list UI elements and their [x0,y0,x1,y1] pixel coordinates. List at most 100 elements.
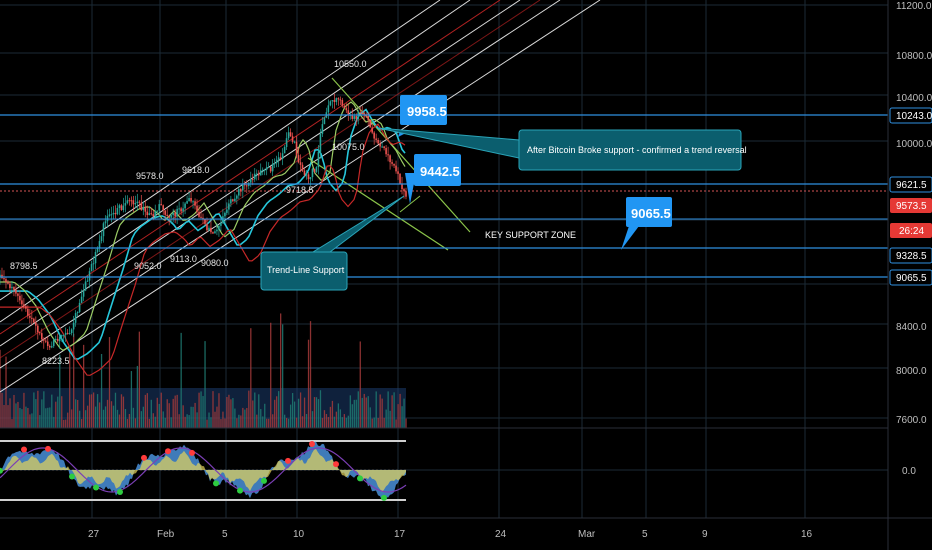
volume-bar [361,397,363,428]
volume-bar [282,324,284,428]
candle-body [347,110,350,116]
candle-body [401,183,403,190]
volume-bar [160,392,162,428]
volume-bar [401,406,403,428]
volume-bar [108,337,111,428]
candle-body [104,221,107,224]
volume-bar [106,399,109,428]
candle-body [31,317,33,319]
candle-body [337,98,340,100]
candle-body [208,227,210,231]
osc-buy-dot [0,467,3,474]
volume-bar [1,392,3,428]
candle-body [70,329,73,334]
candle-body [50,346,53,348]
callout-9442[interactable]: 9442.5 [405,154,461,204]
volume-bar [397,404,399,428]
osc-buy-dot [261,477,267,484]
candle-body [311,168,314,178]
candle-body [381,146,383,148]
candle-body [305,174,308,176]
candle-body [228,203,230,210]
candle-body [385,148,387,155]
volume-bar [264,403,266,428]
volume-bar [367,396,369,428]
candle-body [35,322,37,326]
volume-bar [69,347,71,428]
candle-body [230,199,232,204]
candle-body [343,105,346,109]
volume-bar [357,391,359,428]
volume-bar [297,398,300,428]
volume-bar [186,414,188,428]
candle-body [128,200,131,202]
volume-bar [250,328,252,428]
candle-body [255,173,258,175]
volume-bar [276,396,278,428]
volume-bar [385,409,387,428]
volume-bar [39,415,41,428]
x-tick: Feb [157,529,175,540]
candle-body [341,100,344,106]
osc-buy-dot [117,488,123,495]
candle-body [5,279,7,282]
candle-body [29,315,31,318]
osc-signal [0,447,407,493]
candle-body [118,205,121,209]
price-axis[interactable]: 11200.0 10800.0 10400.0 10000.0 8400.0 8… [896,1,932,477]
y-tick: 7600.0 [896,415,927,426]
osc-buy-dot [93,484,99,491]
candle-body [204,218,206,224]
candle-body [54,338,57,340]
volume-bar [289,404,292,428]
candle-body [60,335,63,337]
osc-sell-dot [285,457,291,464]
candle-body [395,165,397,172]
volume-bar [49,407,51,428]
candle-body [307,174,310,180]
volume-bar [204,341,206,428]
candle-body [120,205,123,211]
volume-bar [325,413,328,428]
candle-body [17,293,19,296]
volume-bar [244,409,246,428]
candle-body [365,115,367,117]
candle-body [130,200,133,202]
volume-bar [77,399,79,428]
price-label: 10550.0 [334,59,367,69]
callout-9065[interactable]: 9065.5 [621,197,672,250]
volume-bar [258,394,260,428]
candle-body [269,166,272,172]
volume-bar [266,418,268,428]
time-axis[interactable]: 27 Feb 5 10 17 24 Mar 5 9 16 [88,529,813,540]
candle-body [351,114,354,119]
volume-bar [73,333,75,428]
candle-body [62,334,65,336]
candle-body [355,116,358,119]
note-trend-reversal[interactable]: After Bitcoin Broke support - confirmed … [377,127,747,171]
volume-bar [365,397,367,428]
volume-bar [116,409,119,428]
oscillator-panel [0,440,407,501]
candles [0,93,407,351]
osc-sell-dot [333,461,339,468]
candle-body [257,173,260,176]
candle-body [279,157,282,159]
candle-body [198,211,200,217]
candle-body [377,139,379,144]
volume-bar [355,399,357,428]
note-trendline-support[interactable]: Trend-Line Support [260,195,405,291]
candle-body [15,289,17,294]
candle-body [261,169,264,171]
volume-bar [301,416,304,428]
volume-bar [295,417,298,428]
price-label: 9718.5 [286,185,314,195]
candle-body [331,100,334,102]
candle-body [251,179,254,181]
volume-bar [395,419,397,428]
candle-body [33,318,35,323]
volume-bar [37,390,39,428]
volume-bar [363,393,365,428]
volume-bar [63,419,65,428]
volume-bar [51,394,53,428]
